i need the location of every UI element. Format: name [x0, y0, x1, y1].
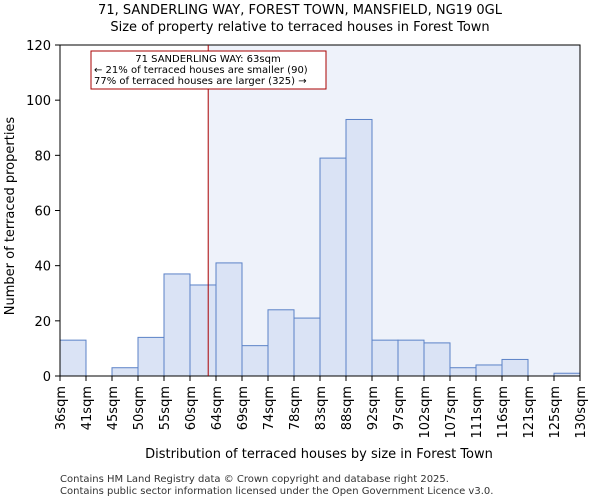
bar-116sqm: [501, 358, 529, 377]
x-tick-label-74sqm: 74sqm: [262, 386, 277, 430]
x-tick-label-116sqm: 116sqm: [496, 386, 511, 439]
x-tick-label-41sqm: 41sqm: [80, 386, 95, 430]
x-tick-label-125sqm: 125sqm: [548, 386, 563, 439]
bar-78sqm: [293, 317, 321, 377]
footer-line-2: Contains public sector information licen…: [60, 486, 493, 497]
x-tick-label-130sqm: 130sqm: [574, 386, 589, 439]
y-axis: 0 20 40 60 80 100 120: [26, 39, 60, 385]
x-tick-label-92sqm: 92sqm: [366, 386, 381, 430]
bar-92sqm: [371, 339, 399, 377]
y-tick-label: 100: [26, 94, 51, 109]
y-tick-label: 60: [34, 205, 51, 220]
y-tick-label: 20: [34, 315, 51, 330]
x-tick-label-111sqm: 111sqm: [470, 386, 485, 439]
annotation-line-3: 77% of terraced houses are larger (325) …: [94, 76, 307, 87]
x-tick-label-88sqm: 88sqm: [340, 386, 355, 430]
x-tick-label-45sqm: 45sqm: [106, 386, 121, 430]
y-tick-label: 40: [34, 260, 51, 275]
x-tick-label-64sqm: 64sqm: [210, 386, 225, 430]
x-tick-label-69sqm: 69sqm: [236, 386, 251, 430]
bar-60sqm: [189, 284, 217, 377]
x-tick-label-50sqm: 50sqm: [132, 386, 147, 430]
bar-74sqm: [267, 309, 295, 377]
y-tick-label: 120: [26, 39, 51, 54]
bar-111sqm: [475, 364, 503, 377]
x-tick-label-107sqm: 107sqm: [444, 386, 459, 439]
y-tick-label: 0: [43, 370, 51, 385]
x-axis-label: Distribution of terraced houses by size …: [145, 447, 493, 462]
x-tick-label-97sqm: 97sqm: [392, 386, 407, 430]
chart-subtitle: Size of property relative to terraced ho…: [110, 20, 489, 35]
y-axis-label: Number of terraced properties: [3, 117, 18, 316]
bar-36sqm: [59, 339, 87, 377]
footer-line-1: Contains HM Land Registry data © Crown c…: [60, 474, 449, 485]
x-tick-label-60sqm: 60sqm: [184, 386, 199, 430]
bar-64sqm: [215, 262, 243, 377]
bar-50sqm: [137, 336, 165, 377]
x-tick-label-36sqm: 36sqm: [54, 386, 69, 430]
bar-83sqm: [319, 157, 347, 377]
x-tick-label-83sqm: 83sqm: [314, 386, 329, 430]
x-tick-label-55sqm: 55sqm: [158, 386, 173, 430]
chart-title: 71, SANDERLING WAY, FOREST TOWN, MANSFIE…: [98, 3, 503, 18]
annotation-line-1: 71 SANDERLING WAY: 63sqm: [135, 54, 280, 65]
x-tick-label-121sqm: 121sqm: [522, 386, 537, 439]
bar-69sqm: [241, 345, 269, 377]
y-tick-label: 80: [34, 149, 51, 164]
bar-45sqm: [111, 367, 139, 377]
annotation-box: 71 SANDERLING WAY: 63sqm ← 21% of terrac…: [90, 50, 327, 90]
bars-group: [59, 118, 581, 377]
bar-102sqm: [423, 342, 451, 377]
bar-88sqm: [345, 118, 373, 377]
highlight-region: [208, 45, 580, 376]
x-tick-label-78sqm: 78sqm: [288, 386, 303, 430]
bar-55sqm: [163, 273, 191, 377]
annotation-line-2: ← 21% of terraced houses are smaller (90…: [94, 65, 308, 76]
bar-107sqm: [449, 367, 477, 377]
x-tick-label-102sqm: 102sqm: [418, 386, 433, 439]
bar-97sqm: [397, 339, 425, 377]
x-axis: 36sqm 41sqm 45sqm 50sqm 55sqm 60sqm 64sqm 69sqm…: [54, 376, 589, 439]
